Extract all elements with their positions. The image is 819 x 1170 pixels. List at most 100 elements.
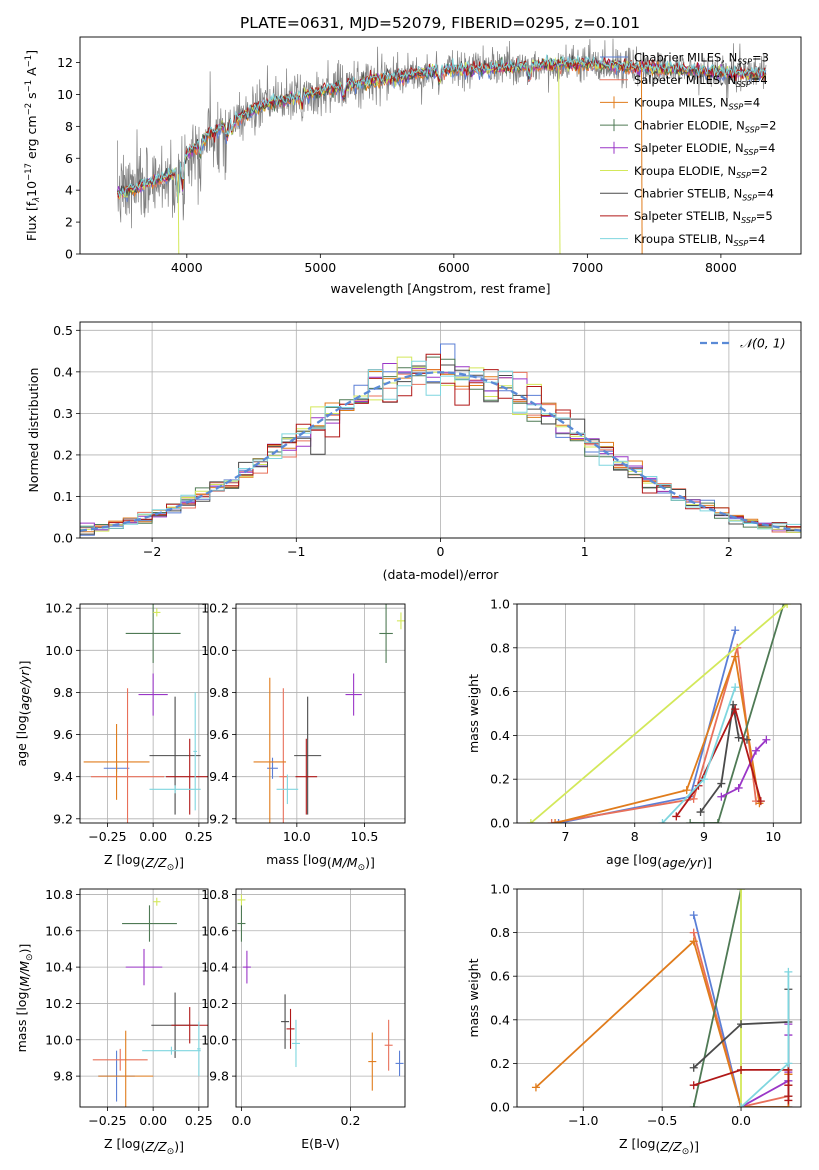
x-tick-label: −0.5 <box>647 1113 677 1128</box>
panel-spectrum: 4000 5000 6000 7000 8000 0 2 4 6 8 10 12 Chabrier MI… <box>24 36 802 296</box>
y-tick-label: 9.8 <box>209 1069 229 1084</box>
weight-series-3 <box>692 889 742 1107</box>
y-tick-label: 0.2 <box>490 772 510 787</box>
model-spectrum-8 <box>117 54 767 203</box>
y-axis-label: mass weight <box>466 958 481 1037</box>
panel-residuals: −2 −1 0 1 2 0.0 0.1 0.2 0.3 0.4 0.5 𝒩(0, 1) (data-mo… <box>26 321 802 582</box>
x-tick-label: 7 <box>562 829 570 844</box>
x-tick-label: 0 <box>437 544 445 559</box>
weight-marker <box>551 819 560 823</box>
weight-marker <box>689 928 698 937</box>
legend-gaussian-label: 𝒩(0, 1) <box>740 336 786 351</box>
y-tick-label: 9.6 <box>209 727 229 742</box>
weight-marker <box>731 626 740 635</box>
x-tick-label: 8000 <box>705 260 737 275</box>
y-tick-label: 0.0 <box>53 531 73 546</box>
weight-marker <box>717 779 726 788</box>
x-tick-label: 10.5 <box>351 829 379 844</box>
weight-marker <box>700 775 709 784</box>
weight-marker <box>689 1081 698 1090</box>
x-axis-label: Z [log​(Z/Z⊙​)] <box>619 1136 699 1157</box>
y-tick-label: 0.2 <box>490 1056 510 1071</box>
weight-series-7 <box>675 706 762 817</box>
y-tick-label: 10.2 <box>201 996 229 1011</box>
weight-marker <box>756 797 765 806</box>
errorbar-point <box>197 1021 201 1077</box>
weight-marker <box>717 792 726 801</box>
errorbar-point <box>279 688 288 823</box>
errorbar-point <box>295 738 318 815</box>
axes-frame <box>516 888 802 1108</box>
errorbar-point <box>83 724 150 800</box>
y-tick-label: 0.0 <box>490 1100 510 1115</box>
x-tick-label: 8 <box>631 829 639 844</box>
weight-series-2 <box>554 653 761 823</box>
legend-label: Chabrier ELODIE, NSSP=2 <box>634 118 776 134</box>
weight-series-3 <box>690 604 785 823</box>
errorbar-point <box>149 696 201 815</box>
figure-title: PLATE=0631, MJD=52079, FIBERID=0295, z=0… <box>240 14 640 32</box>
x-axis-label: Z [log​(Z/Z⊙​)] <box>104 1136 184 1157</box>
weight-marker <box>783 604 792 608</box>
y-tick-label: 10.6 <box>45 923 73 938</box>
plot-area <box>531 889 793 1107</box>
x-tick-label: −1.0 <box>568 1113 598 1128</box>
plot-area <box>526 604 792 823</box>
y-tick-label: 4 <box>65 183 73 198</box>
errorbar-point <box>345 673 362 716</box>
errorbar-point <box>125 604 181 663</box>
y-tick-label: 10.2 <box>45 996 73 1011</box>
y-tick-label: 9.4 <box>53 769 73 784</box>
y-tick-label: 10.8 <box>45 887 73 902</box>
weight-series-5 <box>530 604 788 823</box>
errorbar-point <box>281 994 290 1049</box>
y-tick-label: 6 <box>65 151 73 166</box>
y-tick-label: 10.2 <box>45 601 73 616</box>
y-tick-label: 0 <box>65 247 73 262</box>
y-tick-label: 9.8 <box>53 685 73 700</box>
y-tick-label: 9.8 <box>53 1069 73 1084</box>
legend-label: Kroupa STELIB, NSSP=4 <box>634 232 765 248</box>
weight-series-4 <box>720 739 768 798</box>
y-axis-label: mass weight <box>466 674 481 753</box>
errorbar-point <box>138 673 168 716</box>
x-tick-label: 10.0 <box>283 829 311 844</box>
weight-marker <box>784 1092 793 1101</box>
y-tick-label: 0.4 <box>490 1012 510 1027</box>
errorbar-point <box>294 696 322 815</box>
legend-label: Salpeter STELIB, NSSP=5 <box>634 209 773 225</box>
plot-area <box>116 38 767 254</box>
x-tick-label: 0.0 <box>232 1113 252 1128</box>
errorbar-point <box>153 608 161 617</box>
weight-marker <box>784 1059 793 1068</box>
weight-marker <box>762 735 771 744</box>
y-tick-label: 9.6 <box>53 727 73 742</box>
weight-series-8 <box>740 971 790 1107</box>
weight-marker <box>734 733 743 742</box>
errorbar-point <box>237 905 246 942</box>
weight-marker <box>682 786 691 795</box>
axes-frame <box>79 36 802 255</box>
y-tick-label: 1.0 <box>490 882 510 897</box>
weight-marker <box>731 652 740 661</box>
weight-marker <box>689 794 698 803</box>
errorbar-point <box>384 1019 393 1071</box>
weight-marker <box>737 1065 746 1074</box>
plot-area <box>83 604 208 823</box>
y-tick-label: 0.8 <box>490 925 510 940</box>
legend-entry: Kroupa ELODIE, NSSP=2 <box>600 164 768 180</box>
errorbar-point <box>90 688 165 823</box>
axes-frame <box>235 603 406 824</box>
axes-frame <box>79 603 209 824</box>
x-tick-label: 0.00 <box>139 829 167 844</box>
legend-label: Chabrier STELIB, NSSP=4 <box>634 187 774 203</box>
panel-weight_vs_Z: −1.0 −0.5 0.0 0.0 0.2 0.4 0.6 0.8 1.0 Z [log​(Z/Z… <box>466 882 802 1157</box>
plot-area <box>237 894 404 1091</box>
errorbar-point <box>395 1050 404 1077</box>
y-tick-label: 10 <box>57 87 73 102</box>
x-tick-label: −0.25 <box>88 1113 126 1128</box>
weight-marker <box>731 705 740 714</box>
y-tick-label: 2 <box>65 215 73 230</box>
errorbar-point <box>153 897 161 906</box>
